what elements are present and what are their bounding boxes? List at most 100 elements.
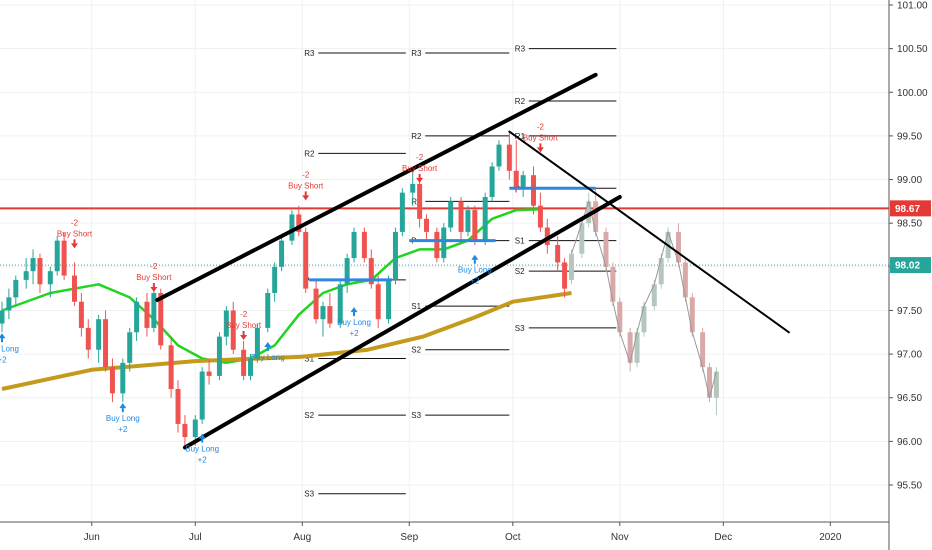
y-tick-label: 97.50 (897, 306, 922, 317)
qty-label: +2 (118, 425, 128, 434)
qty-label: -2 (537, 122, 545, 131)
buy-short-marker: -2 Buy Short (523, 122, 559, 153)
candle-body (320, 306, 326, 320)
candle-body (651, 284, 657, 307)
y-tick-label: 96.50 (897, 393, 922, 404)
y-tick-label: 101.00 (897, 1, 928, 12)
buy-short-marker: -2 Buy Short (402, 153, 438, 183)
pivot-label: S3 (515, 324, 525, 333)
candle-body (192, 419, 198, 437)
y-tick-label: 100.00 (897, 88, 928, 99)
candle-body (368, 258, 374, 285)
arrow-down-icon (416, 173, 424, 183)
x-tick-label: Oct (505, 532, 521, 543)
price-tag-background (890, 200, 931, 217)
pivot-label: S1 (411, 302, 421, 311)
buy-short-marker: -2 Buy Short (57, 218, 93, 249)
y-tick-label: 100.50 (897, 44, 928, 55)
arrow-down-icon (70, 239, 78, 249)
candle-body (682, 262, 688, 298)
qty-label: +2 (349, 329, 359, 338)
arrow-up-icon (119, 403, 127, 413)
candle-body (361, 231, 367, 259)
moving-average-line (1, 291, 572, 391)
candle-body (54, 240, 60, 272)
candle-body (351, 231, 357, 259)
pivot-label: R2 (515, 97, 526, 106)
lower-channel-trendline[interactable] (182, 195, 622, 450)
arrow-up-icon (0, 333, 6, 343)
price-tag: 98.02 (890, 257, 931, 274)
price-tag-label: 98.02 (895, 261, 920, 272)
candle-body (603, 231, 609, 267)
upper-channel-trendline[interactable] (155, 72, 598, 302)
candle-body (627, 332, 633, 363)
candle-body (675, 231, 681, 263)
pivot-label: R1 (515, 132, 526, 141)
qty-label: +2 (0, 355, 7, 364)
candle-body (303, 231, 309, 289)
pivot-label: R1 (411, 197, 422, 206)
candle-body (448, 201, 454, 228)
x-tick-label: Jun (84, 532, 100, 543)
descending-trendline[interactable] (508, 130, 790, 334)
candle-body (634, 332, 640, 363)
candle-body (78, 301, 84, 328)
pivot-label: S2 (515, 267, 525, 276)
x-tick-label: Aug (293, 532, 311, 543)
qty-label: -2 (71, 218, 79, 227)
candle-body (458, 201, 464, 232)
qty-label: +2 (198, 456, 208, 465)
candle-body (707, 367, 713, 398)
qty-label: -2 (302, 170, 310, 179)
horizontal-lines (0, 207, 889, 266)
candles (0, 131, 719, 446)
trendlines[interactable] (155, 72, 790, 450)
candle-body (593, 201, 599, 232)
pivot-label: R3 (515, 45, 526, 54)
candle-body (151, 293, 157, 328)
blue-levels (309, 186, 596, 282)
arrow-up-icon (471, 254, 479, 264)
candle-body (344, 258, 350, 285)
arrow-down-icon (302, 191, 310, 201)
candle-body (175, 389, 181, 424)
candle-body (71, 275, 77, 302)
candle-body (206, 371, 212, 376)
qty-label: +2 (470, 277, 480, 286)
pivot-label: S3 (411, 411, 421, 420)
candle-body (279, 240, 285, 267)
candle-body (482, 197, 488, 241)
candle-body (289, 214, 295, 241)
candle-body (158, 293, 164, 346)
price-tag: 98.67 (890, 200, 931, 217)
qty-label: -2 (240, 310, 248, 319)
candle-body (465, 210, 471, 232)
qty-label: -2 (150, 262, 158, 271)
pivot-label: R3 (411, 49, 422, 58)
arrow-up-icon (350, 307, 358, 317)
candle-body (513, 170, 519, 189)
y-tick-label: 98.50 (897, 219, 922, 230)
candle-body (617, 301, 623, 333)
candle-body (247, 358, 253, 376)
signal-label: Buy Long (106, 414, 140, 423)
candle-body (586, 201, 592, 224)
candle-body (641, 306, 647, 333)
candle-body (109, 367, 115, 394)
candle-body (689, 297, 695, 333)
candle-body (410, 183, 416, 193)
buy-short-marker: -2 Buy Short (288, 170, 324, 201)
buy-long-marker: Buy Long +2 (0, 333, 19, 364)
candle-body (544, 227, 550, 245)
candle-body (713, 371, 719, 398)
pivot-label: S2 (304, 411, 314, 420)
candle-body (537, 205, 543, 228)
candle-body (313, 288, 319, 320)
buy-short-marker: -2 Buy Short (226, 310, 262, 340)
candle-body (441, 227, 447, 259)
signal-label: Buy Short (226, 321, 262, 330)
candle-body (555, 245, 561, 263)
candle-body (254, 327, 260, 359)
